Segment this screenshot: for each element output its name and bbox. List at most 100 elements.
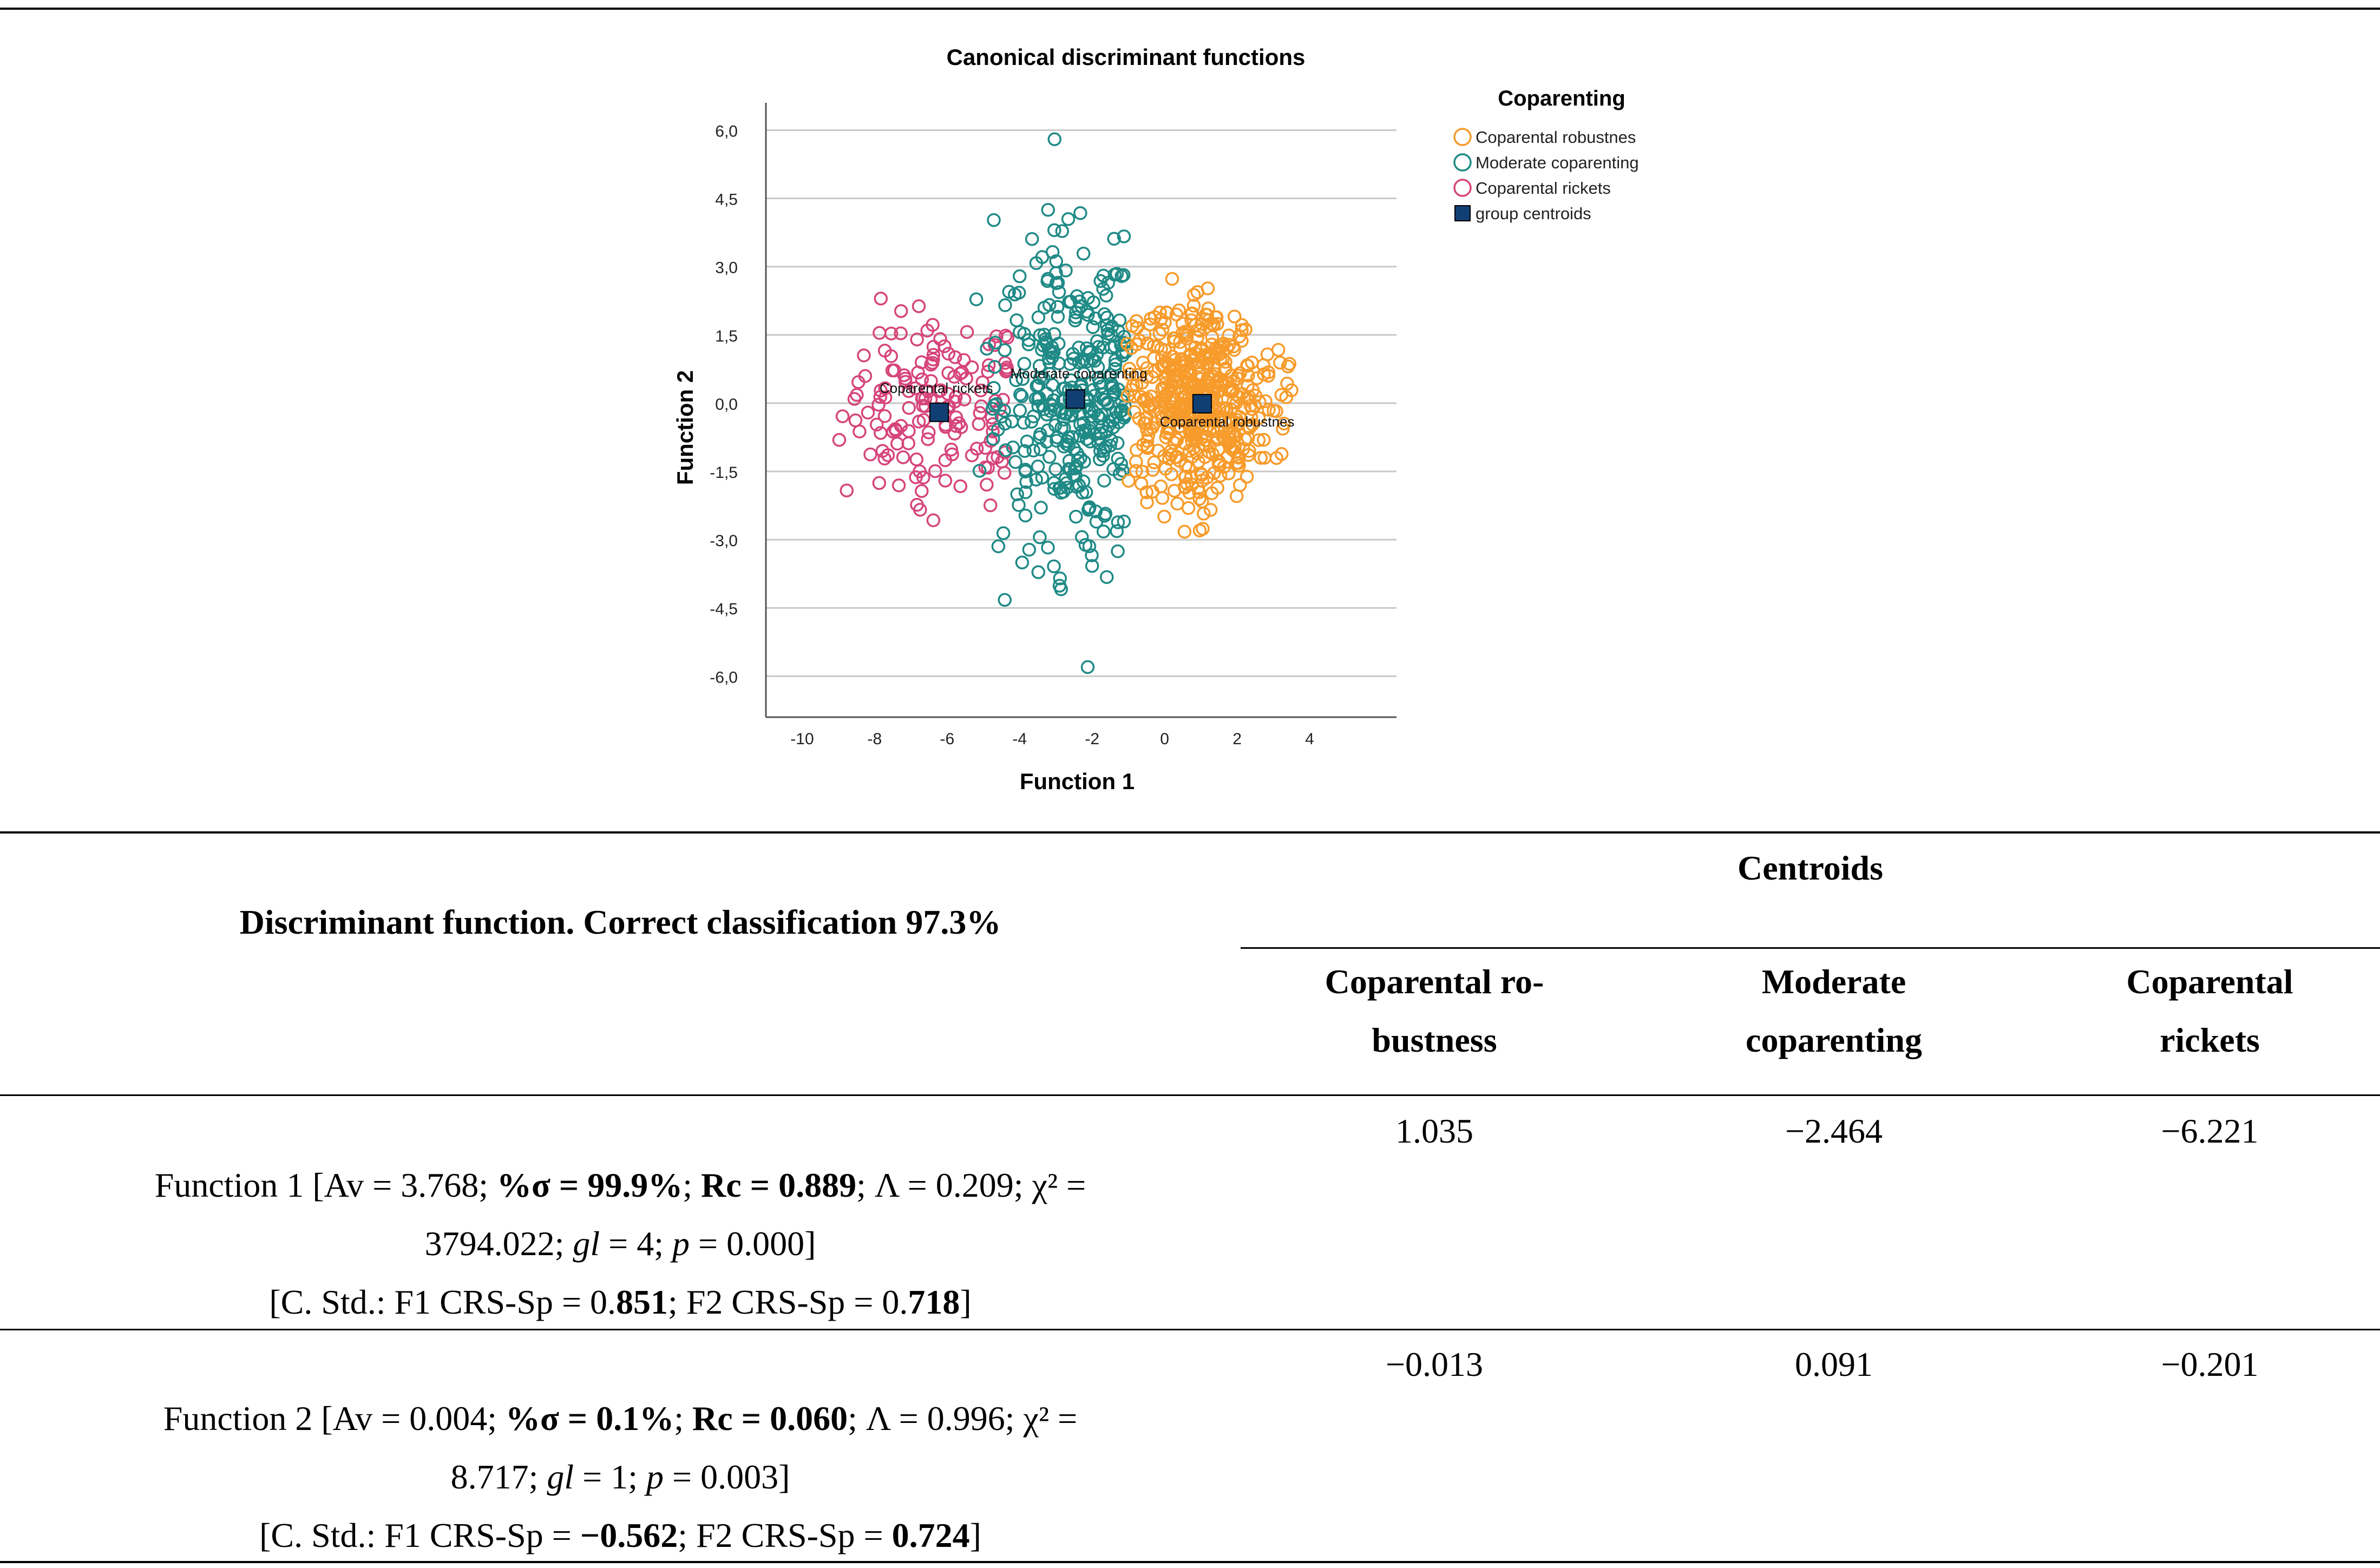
scatter-point [1110, 436, 1125, 450]
scatter-point [1063, 357, 1077, 371]
col3-line1: Coparental [2126, 962, 2293, 1001]
scatter-point [983, 498, 998, 513]
x-tick-labels: -10 -8 -6 -4 -2 0 2 4 [790, 730, 1314, 748]
scatter-point [1198, 312, 1213, 326]
scatter-point [1173, 335, 1187, 349]
scatter-point [1198, 307, 1213, 322]
scatter-point [1013, 269, 1027, 284]
x-tick-label: 4 [1305, 730, 1314, 748]
scatter-point [1180, 377, 1194, 391]
scatter-point [1015, 372, 1030, 386]
legend-label: Moderate coparenting [1476, 153, 1639, 172]
centroid-label: Coparental rickets [880, 380, 993, 396]
scatter-point [1186, 288, 1201, 302]
scatter-point [1012, 285, 1026, 300]
scatter-point [1197, 348, 1211, 362]
scatter-point [926, 347, 941, 362]
scatter-point [1047, 132, 1062, 147]
scatter-point [1107, 232, 1122, 246]
scatter-point [1106, 462, 1120, 476]
x-tick-label: -8 [868, 730, 882, 748]
centroid-label: Moderate coparenting [1011, 365, 1148, 382]
scatter-point [1207, 424, 1221, 438]
scatter-point [1267, 404, 1281, 418]
scatter-point [1080, 304, 1094, 319]
scatter-point [1232, 390, 1246, 404]
scatter-point [999, 329, 1013, 343]
scatter-point [1173, 341, 1187, 356]
scatter-point [1082, 501, 1097, 516]
centroid-marker [929, 402, 949, 422]
scatter-point [1168, 404, 1183, 418]
scatter-point [1140, 495, 1154, 509]
scatter-point [1185, 434, 1199, 448]
scatter-point [1047, 223, 1061, 238]
row1-line1: Function 1 [Av = 3.768; %σ = 99.9%; Rc =… [154, 1166, 1086, 1204]
scatter-point [932, 384, 946, 398]
scatter-point [926, 318, 940, 332]
scatter-point [835, 409, 850, 423]
scatter-point [1103, 438, 1117, 453]
scatter-point [1035, 470, 1050, 485]
scatter-point [1101, 397, 1115, 411]
scatter-point [953, 479, 968, 494]
scatter-point [982, 358, 996, 372]
scatter-point [1261, 369, 1275, 383]
legend-label: Coparental robustnes [1476, 128, 1636, 147]
row2-description: Function 2 [Av = 0.004; %σ = 0.1%; Rc = … [0, 1389, 1241, 1565]
scatter-point [1162, 451, 1176, 466]
legend-title: Coparenting [1498, 87, 1625, 110]
scatter-point [1091, 371, 1106, 385]
scatter-point [1155, 323, 1170, 337]
scatter-point [878, 390, 893, 405]
scatter-point [878, 381, 893, 395]
scatter-point [1158, 343, 1172, 357]
scatter-point [1284, 383, 1299, 397]
col-header-coparental-rickets: Coparental rickets [2040, 953, 2380, 1070]
scatter-point [1140, 423, 1154, 437]
scatter-point [1242, 390, 1256, 404]
scatter-point [1177, 480, 1192, 494]
x-tick-label: -6 [940, 730, 954, 748]
row1-centroid-rickets: −6.221 [2161, 1112, 2259, 1150]
scatter-point [1240, 358, 1254, 372]
scatter-point [902, 424, 916, 438]
scatter-point [953, 366, 967, 380]
scatter-point [874, 291, 888, 306]
scatter-point [1229, 489, 1244, 503]
scatter-point [1225, 382, 1240, 396]
y-tick-label: 0,0 [715, 396, 738, 414]
y-tick-label: 3,0 [715, 259, 738, 277]
scatter-point [1202, 371, 1216, 386]
scatter-point [1061, 212, 1076, 226]
scatter-point [897, 368, 912, 382]
scatter-point [1057, 439, 1071, 454]
scatter-point [960, 325, 974, 339]
x-tick-label: -4 [1012, 730, 1027, 748]
scatter-point [1271, 343, 1286, 357]
scatter-point [915, 484, 929, 498]
centroid-marker [1065, 389, 1085, 409]
scatter-point [1041, 203, 1055, 217]
group-centroids: Coparental robustnes Moderate coparenting… [880, 365, 1295, 430]
x-tick-label: -10 [790, 730, 814, 748]
scatter-point [1108, 362, 1122, 376]
scatter-point [1207, 370, 1222, 384]
scatter-point [1235, 323, 1249, 337]
scatter-point [1196, 522, 1210, 536]
scatter-point [1251, 411, 1266, 425]
legend-marker [1453, 179, 1472, 197]
scatter-point [915, 372, 929, 386]
scatter-point [944, 442, 959, 457]
scatter-point [910, 497, 924, 512]
scatter-point [1090, 347, 1104, 362]
scatter-point [1139, 416, 1153, 430]
scatter-point [1018, 508, 1033, 523]
scatter-point [1070, 459, 1084, 474]
chart-title: Canonical discriminant functions [947, 44, 1306, 70]
y-tick-label: 1,5 [715, 327, 738, 345]
scatter-point [948, 350, 962, 364]
scatter-point [1159, 389, 1173, 403]
y-tick-label: -4,5 [710, 600, 738, 618]
scatter-point [886, 424, 900, 439]
